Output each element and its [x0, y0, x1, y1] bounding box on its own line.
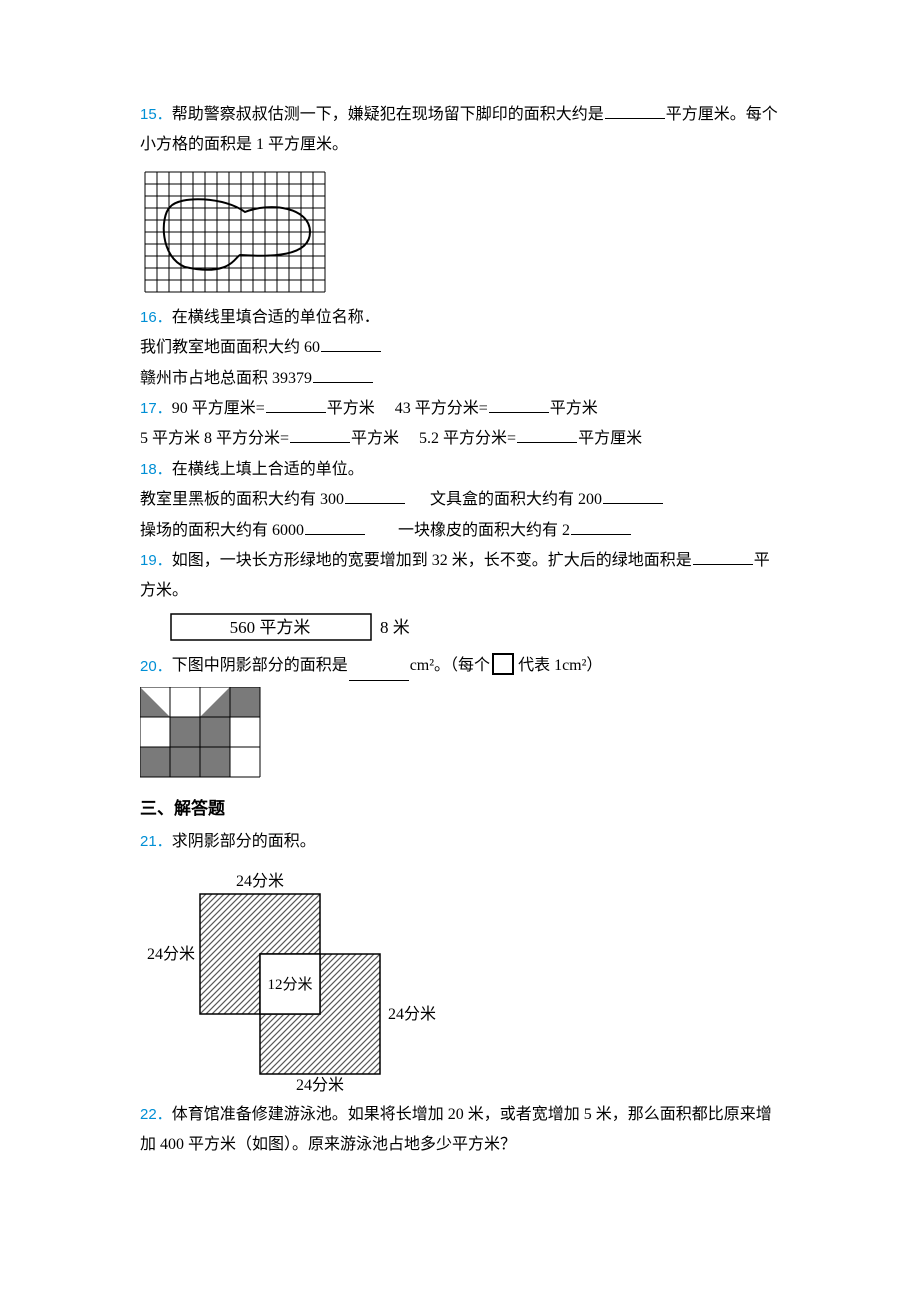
footprint-path: [164, 199, 310, 270]
section-3-title: 三、解答题: [140, 793, 780, 825]
q18-line3: 操场的面积大约有 6000 一块橡皮的面积大约有 2: [140, 516, 780, 546]
q21-lbl-right: 24分米: [388, 1005, 436, 1023]
q16-line3: 赣州市占地总面积 39379: [140, 364, 780, 394]
q17-p2b: 平方米: [550, 400, 598, 417]
q20-t3: 代表 1cm²）: [518, 651, 602, 681]
q15-grid-svg: [140, 167, 330, 297]
q18-l1: 在横线上填上合适的单位。: [172, 461, 364, 478]
q20-num: 20．: [140, 653, 172, 682]
q21-line1: 21．求阴影部分的面积。: [140, 827, 780, 857]
q19-figure: 560 平方米 8 米: [170, 613, 780, 645]
q19-blank: [693, 564, 753, 565]
q21-lbl-bottom: 24分米: [296, 1076, 344, 1094]
q20-blank: [349, 680, 409, 681]
q16-blank1: [321, 351, 381, 352]
q19-svg: 560 平方米 8 米: [170, 613, 430, 645]
q16-blank2: [313, 382, 373, 383]
q16-l1: 在横线里填合适的单位名称．: [172, 309, 380, 326]
q20-t1: 下图中阴影部分的面积是: [172, 651, 348, 681]
q22-t1: 体育馆准备修建游泳池。如果将长增加 20 米，或者宽增加 5 米，那么面积都比原…: [140, 1106, 772, 1153]
q16-l3a: 赣州市占地总面积 39379: [140, 370, 312, 387]
q18-line1: 18．在横线上填上合适的单位。: [140, 455, 780, 485]
q18-blank1: [345, 503, 405, 504]
q18-blank4: [571, 534, 631, 535]
q18-p2a: 文具盒的面积大约有 200: [430, 491, 602, 508]
q18-p3a: 操场的面积大约有 6000: [140, 522, 304, 539]
q19-line1: 19．如图，一块长方形绿地的宽要增加到 32 米，长不变。扩大后的绿地面积是平方…: [140, 546, 780, 607]
q19-num: 19．: [140, 552, 172, 569]
q21-figure: 24分米 24分米 12分米 24分米 24分米: [140, 864, 780, 1094]
q17-p1a: 90 平方厘米=: [172, 400, 265, 417]
q21-t1: 求阴影部分的面积。: [172, 833, 316, 850]
q15-blank: [605, 118, 665, 119]
q22-line1: 22．体育馆准备修建游泳池。如果将长增加 20 米，或者宽增加 5 米，那么面积…: [140, 1100, 780, 1161]
q20-unit-icon: [492, 653, 516, 677]
q18-p1a: 教室里黑板的面积大约有 300: [140, 491, 344, 508]
q18-blank2: [603, 503, 663, 504]
q17-line1: 17．90 平方厘米= 平方米 43 平方分米= 平方米: [140, 394, 780, 424]
q21-svg: 24分米 24分米 12分米 24分米 24分米: [140, 864, 460, 1094]
q16-line2: 我们教室地面面积大约 60: [140, 333, 780, 363]
q17-p3b: 平方米: [351, 430, 399, 447]
q17-p4a: 5.2 平方分米=: [419, 430, 516, 447]
q20-line1: 20．下图中阴影部分的面积是 cm²。（每个 代表 1cm²）: [140, 651, 780, 681]
q20-t2: cm²。（每个: [410, 651, 490, 681]
q21-lbl-top: 24分米: [236, 872, 284, 890]
q17-p1b: 平方米: [327, 400, 375, 417]
q16-l2a: 我们教室地面面积大约 60: [140, 339, 320, 356]
q21-lbl-left: 24分米: [147, 945, 195, 963]
q17-blank3: [290, 442, 350, 443]
q15-text-a: 帮助警察叔叔估测一下，嫌疑犯在现场留下脚印的面积大约是: [172, 106, 604, 123]
q17-p3a: 5 平方米 8 平方分米=: [140, 430, 289, 447]
q17-p4b: 平方厘米: [578, 430, 642, 447]
q15-num: 15．: [140, 106, 172, 123]
q17-blank1: [266, 412, 326, 413]
worksheet-page: 15．帮助警察叔叔估测一下，嫌疑犯在现场留下脚印的面积大约是平方厘米。每个小方格…: [0, 0, 920, 1302]
q18-p4a: 一块橡皮的面积大约有 2: [398, 522, 570, 539]
q16-line1: 16．在横线里填合适的单位名称．: [140, 303, 780, 333]
q18-blank3: [305, 534, 365, 535]
q18-num: 18．: [140, 461, 172, 478]
q17-p2a: 43 平方分米=: [395, 400, 488, 417]
q19-box-label: 560 平方米: [230, 618, 311, 637]
q19-side-label: 8 米: [380, 618, 410, 637]
q17-blank2: [489, 412, 549, 413]
q18-line2: 教室里黑板的面积大约有 300 文具盒的面积大约有 200: [140, 485, 780, 515]
q22-num: 22．: [140, 1106, 172, 1123]
q15-figure: [140, 167, 780, 297]
q17-num: 17．: [140, 400, 172, 417]
q17-blank4: [517, 442, 577, 443]
q16-num: 16．: [140, 309, 172, 326]
q15-line1: 15．帮助警察叔叔估测一下，嫌疑犯在现场留下脚印的面积大约是平方厘米。每个小方格…: [140, 100, 780, 161]
q21-num: 21．: [140, 833, 172, 850]
q19-t1: 如图，一块长方形绿地的宽要增加到 32 米，长不变。扩大后的绿地面积是: [172, 552, 692, 569]
q20-svg: [140, 687, 270, 787]
q17-line2: 5 平方米 8 平方分米= 平方米 5.2 平方分米= 平方厘米: [140, 424, 780, 454]
q20-figure: [140, 687, 780, 787]
q21-lbl-inner: 12分米: [267, 976, 312, 993]
